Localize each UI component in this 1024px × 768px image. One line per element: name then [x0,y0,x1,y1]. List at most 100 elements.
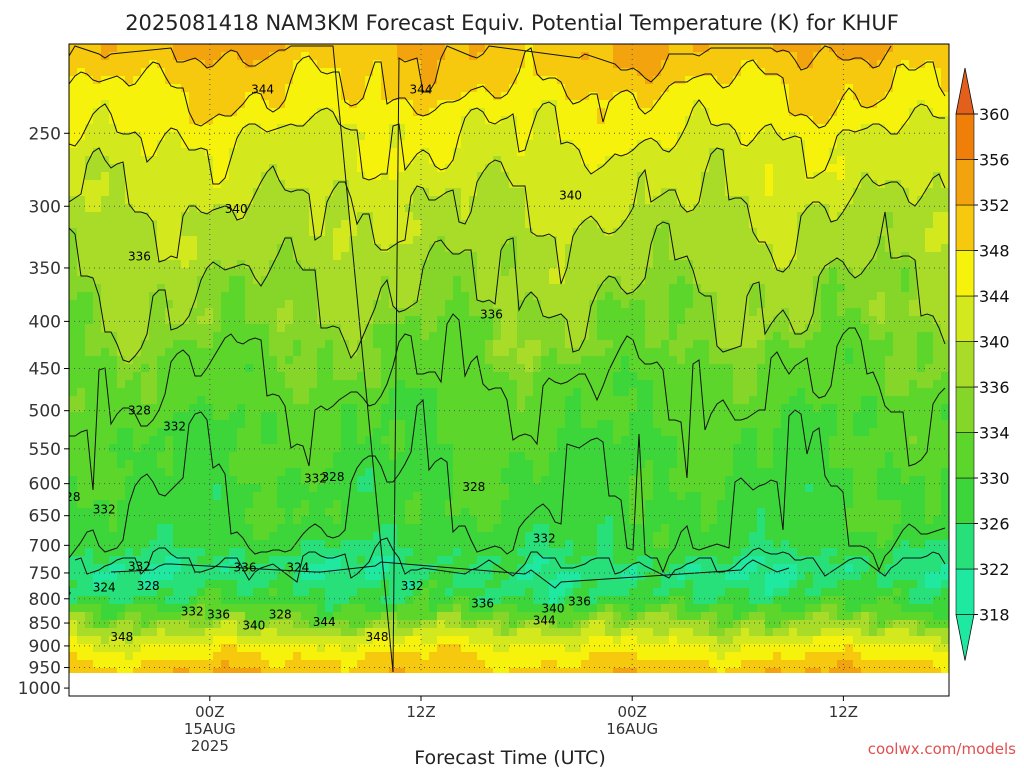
theta-cell [157,220,166,229]
theta-cell [157,132,166,141]
theta-cell [573,228,582,237]
theta-cell [437,196,446,205]
theta-cell [653,196,662,205]
theta-cell [477,68,486,77]
theta-cell [781,92,790,101]
theta-cell [389,124,398,133]
theta-cell [669,68,678,77]
theta-cell [525,244,534,253]
theta-cell [589,364,598,373]
theta-cell [469,84,478,93]
theta-cell [941,156,949,165]
theta-cell [661,164,670,173]
theta-cell [765,100,774,109]
theta-cell [629,156,638,165]
theta-cell [453,340,462,349]
theta-cell [773,356,782,365]
theta-cell [485,348,494,357]
theta-cell [941,388,949,397]
theta-cell [117,212,126,221]
theta-cell [69,236,78,245]
theta-cell [317,316,326,325]
theta-cell [77,60,86,69]
theta-cell [93,68,102,77]
theta-cell [469,252,478,261]
theta-cell [85,300,94,309]
theta-cell [573,308,582,317]
theta-cell [685,140,694,149]
theta-cell [797,132,806,141]
theta-cell [317,92,326,101]
theta-cell [357,124,366,133]
theta-cell [93,292,102,301]
theta-cell [69,140,78,149]
theta-cell [685,396,694,405]
theta-cell [685,340,694,349]
theta-cell [685,116,694,125]
theta-cell [613,212,622,221]
theta-cell [629,228,638,237]
theta-cell [381,76,390,85]
theta-cell [365,284,374,293]
theta-cell [749,316,758,325]
theta-cell [509,260,518,269]
theta-cell [893,268,902,277]
theta-cell [653,164,662,173]
theta-cell [445,348,454,357]
theta-cell [413,204,422,213]
theta-cell [893,228,902,237]
theta-cell [421,44,430,53]
theta-cell [237,100,246,109]
theta-cell [861,116,870,125]
theta-cell [669,204,678,213]
theta-cell [229,340,238,349]
theta-cell [757,276,766,285]
theta-cell [821,196,830,205]
theta-cell [397,276,406,285]
theta-cell [565,396,574,405]
theta-cell [741,372,750,381]
theta-cell [389,132,398,141]
theta-cell [725,388,734,397]
theta-cell [213,356,222,365]
theta-cell [325,204,334,213]
theta-cell [277,220,286,229]
theta-cell [373,92,382,101]
theta-cell [917,140,926,149]
theta-cell [893,204,902,213]
theta-cell [669,44,678,53]
theta-cell [549,380,558,389]
theta-cell [557,76,566,85]
theta-cell [461,196,470,205]
theta-cell [709,108,718,117]
theta-cell [245,132,254,141]
theta-cell [525,196,534,205]
theta-cell [341,132,350,141]
theta-cell [821,388,830,397]
theta-cell [237,380,246,389]
theta-cell [101,172,110,181]
theta-cell [189,340,198,349]
theta-cell [893,116,902,125]
theta-cell [709,244,718,253]
theta-cell [269,292,278,301]
theta-cell [413,212,422,221]
theta-cell [509,212,518,221]
theta-cell [285,108,294,117]
theta-cell [261,116,270,125]
theta-cell [357,68,366,77]
theta-cell [157,332,166,341]
theta-cell [117,172,126,181]
theta-cell [309,100,318,109]
theta-cell [429,220,438,229]
theta-cell [573,84,582,93]
theta-cell [741,148,750,157]
theta-cell [149,204,158,213]
theta-cell [77,244,86,253]
theta-cell [445,84,454,93]
theta-cell [197,252,206,261]
theta-cell [309,236,318,245]
theta-cell [77,228,86,237]
theta-cell [341,180,350,189]
theta-cell [829,188,838,197]
